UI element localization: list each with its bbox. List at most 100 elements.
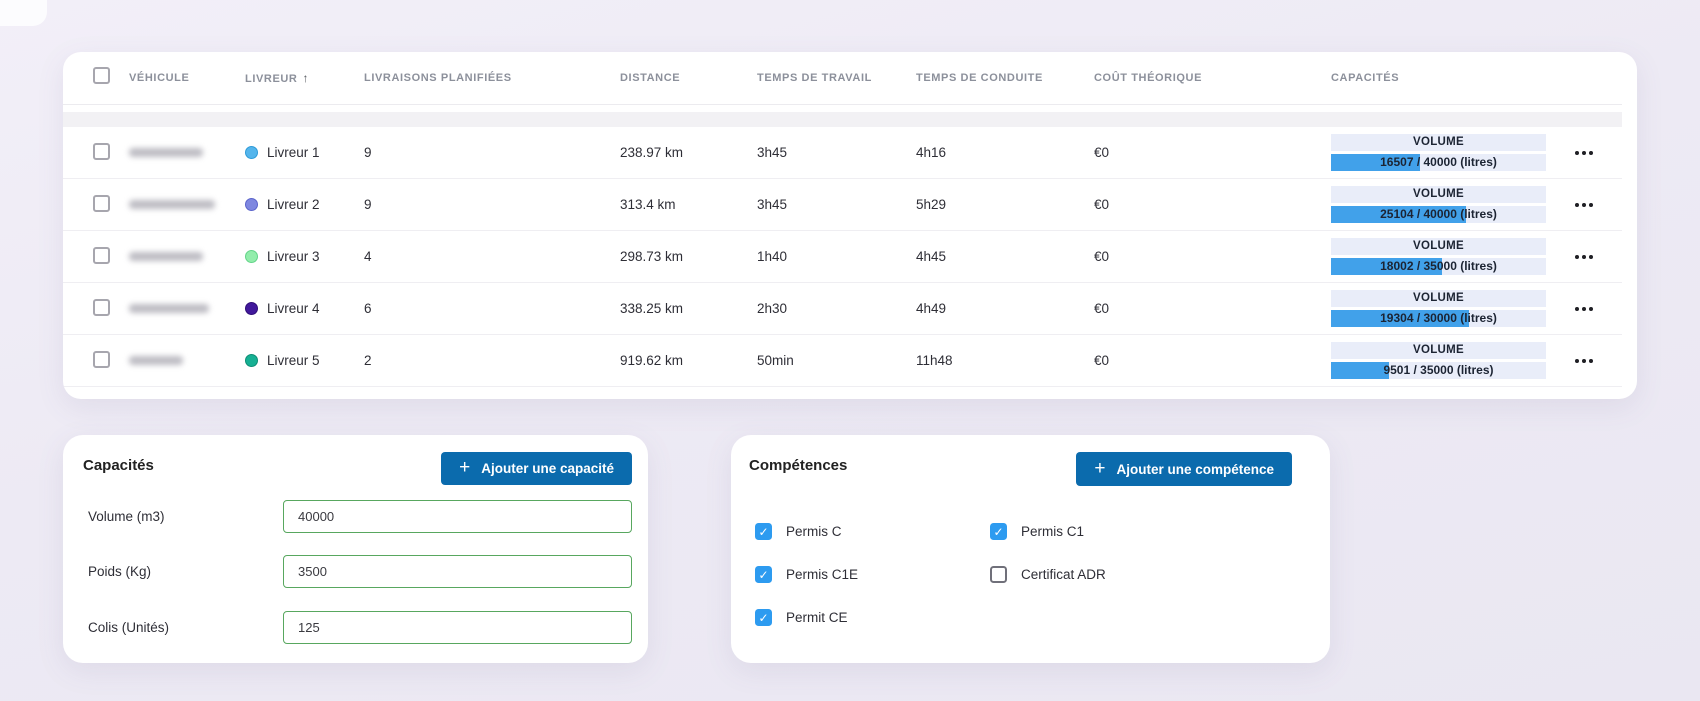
distance-value: 298.73 km [620,249,684,264]
capacity-widget: VOLUME 16507 / 40000 (litres) [1331,134,1546,171]
capacity-progress-fill [1331,154,1420,171]
capacity-widget: VOLUME 18002 / 35000 (litres) [1331,238,1546,275]
capacity-type-label: VOLUME [1331,290,1546,307]
planned-deliveries-value: 9 [364,197,372,212]
row-checkbox[interactable] [93,246,110,264]
theoretical-cost-value: €0 [1094,301,1110,316]
theoretical-cost-value: €0 [1094,145,1110,160]
capacity-type-label: VOLUME [1331,186,1546,203]
row-actions-menu-icon[interactable] [1573,197,1595,213]
theoretical-cost-value: €0 [1094,197,1110,212]
livreur-name: Livreur 4 [267,301,320,316]
volume-label: Volume (m3) [88,509,165,524]
row-actions-menu-icon[interactable] [1573,249,1595,265]
poids-field-row: Poids (Kg) [63,555,648,588]
capacity-type-label: VOLUME [1331,238,1546,255]
colis-input[interactable] [283,611,632,644]
capacity-widget: VOLUME 9501 / 35000 (litres) [1331,342,1546,379]
header-cell-temps-conduite[interactable]: TEMPS DE CONDUITE [916,72,1043,84]
livreur-color-dot [245,354,258,367]
row-actions-menu-icon[interactable] [1573,301,1595,317]
work-time-value: 2h30 [757,301,788,316]
planned-deliveries-value: 9 [364,145,372,160]
row-checkbox[interactable] [93,194,110,212]
capacity-type-label: VOLUME [1331,134,1546,151]
plus-icon: + [1094,457,1106,479]
capacity-progressbar: 16507 / 40000 (litres) [1331,154,1546,171]
add-competence-button[interactable]: + Ajouter une compétence [1076,452,1292,486]
table-row: Livreur 4 6 338.25 km 2h30 4h49 €0 VOLUM… [63,283,1622,335]
header-cell-distance[interactable]: DISTANCE [620,72,681,84]
poids-label: Poids (Kg) [88,564,152,579]
competence-item[interactable]: ✓ Permis C1 [990,510,1306,553]
competence-label: Permit CE [786,610,848,625]
distance-value: 338.25 km [620,301,684,316]
competence-label: Permis C [786,524,842,539]
capacity-progress-fill [1331,362,1390,379]
work-time-value: 3h45 [757,197,788,212]
poids-input[interactable] [283,555,632,588]
work-time-value: 1h40 [757,249,788,264]
theoretical-cost-value: €0 [1094,249,1110,264]
row-actions-menu-icon[interactable] [1573,145,1595,161]
capacity-values-text: 9501 / 35000 (litres) [1383,363,1494,377]
competence-checkbox[interactable]: ✓ [755,523,772,540]
drive-time-value: 4h49 [916,301,947,316]
capacity-type-label: VOLUME [1331,342,1546,359]
header-cell-capacites[interactable]: CAPACITÉS [1331,72,1400,84]
header-cell-vehicule[interactable]: VÉHICULE [129,72,190,84]
row-actions-menu-icon[interactable] [1573,353,1595,369]
competence-label: Permis C1E [786,567,859,582]
competence-item[interactable]: Certificat ADR [990,553,1306,596]
add-capacity-button[interactable]: + Ajouter une capacité [441,452,632,485]
row-checkbox[interactable] [93,350,110,368]
header-cell-livraisons[interactable]: LIVRAISONS PLANIFIÉES [364,72,512,84]
header-cell-temps-travail[interactable]: TEMPS DE TRAVAIL [757,72,872,84]
competence-item[interactable]: ✓ Permis C1E [755,553,990,596]
vehicle-name-redacted [129,252,203,261]
competence-item[interactable]: ✓ Permis C [755,510,990,553]
header-cell-cout[interactable]: COÛT THÉORIQUE [1094,72,1203,84]
volume-field-row: Volume (m3) [63,500,648,533]
livreur-color-dot [245,302,258,315]
capacity-values-text: 25104 / 40000 (litres) [1380,207,1497,221]
capacity-progress-fill [1331,310,1470,327]
livreur-color-dot [245,198,258,211]
row-checkbox[interactable] [93,298,110,316]
livreur-cell: Livreur 5 [245,353,364,368]
competences-title: Compétences [749,457,848,474]
select-all-checkbox[interactable] [93,67,110,84]
header-cell-livreur[interactable]: LIVREUR ↑ [245,71,310,85]
work-time-value: 50min [757,353,794,368]
drive-time-value: 5h29 [916,197,947,212]
vehicle-name-redacted [129,356,183,365]
capacity-values-text: 16507 / 40000 (litres) [1380,155,1497,169]
table-body: Livreur 1 9 238.97 km 3h45 4h16 €0 VOLUM… [63,127,1622,387]
vehicles-table-card: VÉHICULE LIVREUR ↑ LIVRAISONS PLANIFIÉES … [63,52,1637,399]
distance-value: 238.97 km [620,145,684,160]
table-header-row: VÉHICULE LIVREUR ↑ LIVRAISONS PLANIFIÉES … [63,52,1622,105]
competence-checkbox[interactable]: ✓ [755,566,772,583]
distance-value: 919.62 km [620,353,684,368]
capacity-progressbar: 18002 / 35000 (litres) [1331,258,1546,275]
livreur-name: Livreur 3 [267,249,320,264]
capacity-progressbar: 25104 / 40000 (litres) [1331,206,1546,223]
capacites-title: Capacités [83,457,154,474]
sort-asc-icon: ↑ [302,71,310,85]
vehicle-name-redacted [129,200,215,209]
livreur-name: Livreur 1 [267,145,320,160]
header-cell-select [63,67,129,89]
competence-checkbox[interactable] [990,566,1007,583]
colis-label: Colis (Unités) [88,620,170,635]
capacity-progressbar: 9501 / 35000 (litres) [1331,362,1546,379]
capacites-panel: Capacités + Ajouter une capacité Volume … [63,435,648,663]
competence-checkbox[interactable]: ✓ [755,609,772,626]
vehicle-name-redacted [129,148,203,157]
competence-item[interactable]: ✓ Permit CE [755,596,990,639]
capacity-progress-fill [1331,258,1442,275]
row-checkbox[interactable] [93,142,110,160]
competence-checkbox[interactable]: ✓ [990,523,1007,540]
competences-panel: Compétences + Ajouter une compétence ✓ P… [731,435,1330,663]
plus-icon: + [459,457,471,478]
volume-input[interactable] [283,500,632,533]
